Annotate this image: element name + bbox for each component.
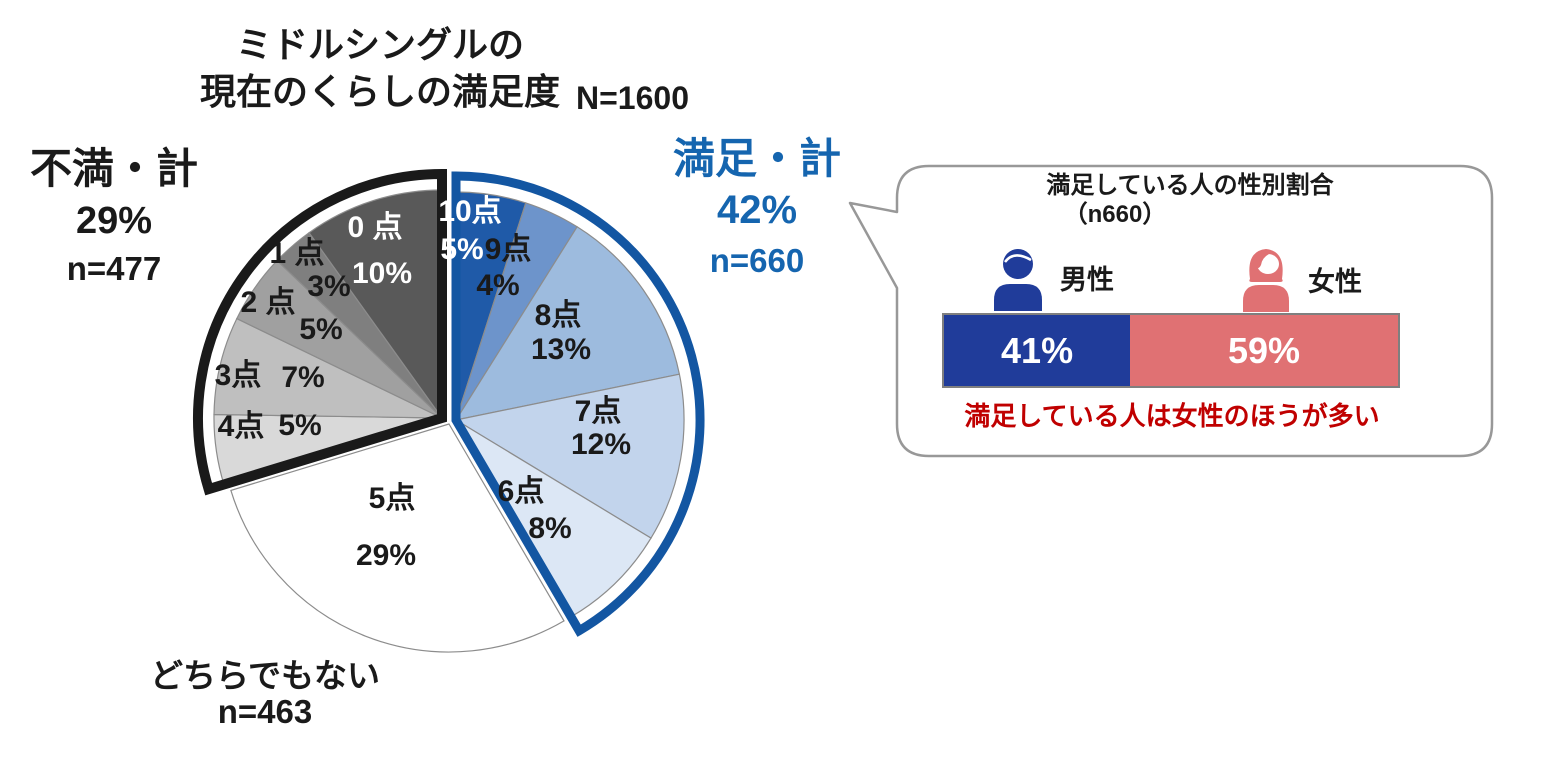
pie-label-7: 7点 — [574, 395, 622, 428]
chart-title: ミドルシングルの 現在のくらしの満足度 — [160, 22, 600, 116]
bar-note: 満足している人は女性のほうが多い — [964, 401, 1380, 431]
pie-pct-0: 10% — [351, 257, 413, 290]
satisfied-label: 満足・計 — [672, 135, 841, 182]
gender-ratio-bar: 41% 59% — [942, 313, 1400, 388]
pie-slice-5 — [230, 423, 565, 653]
pie-pct-10: 5% — [440, 233, 484, 266]
pie-label-0: 0 点 — [347, 211, 403, 244]
female-bar-segment: 59% — [1130, 315, 1398, 386]
group-outline-satisfied — [451, 171, 705, 637]
male-bar-segment: 41% — [944, 315, 1131, 386]
pie-label-10: 10点 — [438, 195, 502, 228]
satisfied-summary: 満足・計 42% n=660 — [667, 135, 847, 280]
dissatisfied-percent: 29% — [75, 200, 153, 243]
dissatisfied-n: n=477 — [66, 250, 162, 288]
female-icon — [1233, 245, 1299, 312]
male-icon — [988, 247, 1048, 311]
male-label: 男性 — [1060, 265, 1114, 295]
pie-pct-3: 7% — [281, 361, 325, 394]
satisfied-n: n=660 — [709, 242, 805, 280]
pie-pct-6: 8% — [528, 512, 572, 545]
pie-pct-4: 5% — [278, 409, 322, 442]
neutral-label: どちらでもない — [149, 657, 380, 694]
pie-label-2: 2 点 — [240, 286, 296, 319]
pie-label-9: 9点 — [484, 233, 532, 266]
dissatisfied-label: 不満・計 — [29, 145, 198, 192]
panel-title: 満足している人の性別割合 — [1046, 172, 1334, 199]
pie-pct-9: 4% — [476, 269, 520, 302]
dissatisfied-summary: 不満・計 29% n=477 — [24, 145, 204, 288]
panel-subtitle: （n660） — [1063, 201, 1167, 228]
female-label: 女性 — [1308, 267, 1362, 297]
pie-label-3: 3点 — [214, 359, 262, 392]
pie-pct-1: 3% — [307, 270, 351, 303]
pie-pct-7: 12% — [570, 428, 632, 461]
group-outline-dissatisfied — [193, 168, 447, 496]
pie-label-5: 5点 — [368, 482, 416, 515]
pie-slice-7 — [454, 373, 685, 539]
pie-label-4: 4点 — [217, 410, 265, 443]
pie-group-outlines — [193, 168, 705, 637]
sample-size-label: N=1600 — [576, 80, 689, 116]
satisfied-percent: 42% — [716, 188, 798, 233]
neutral-summary: どちらでもない n=463 — [140, 657, 390, 731]
pie-pct-2: 5% — [299, 313, 343, 346]
pie-pct-5: 29% — [355, 539, 417, 572]
male-percent: 41% — [1001, 329, 1074, 371]
pie-label-8: 8点 — [534, 299, 582, 332]
neutral-n: n=463 — [217, 693, 313, 731]
female-percent: 59% — [1228, 329, 1301, 371]
pie-label-1: 1 点 — [269, 237, 325, 270]
chart-title-line1: ミドルシングルの — [235, 24, 524, 65]
chart-title-line2: 現在のくらしの満足度 — [199, 70, 560, 112]
pie-label-6: 6点 — [497, 475, 545, 508]
pie-slice-0 — [308, 189, 443, 420]
pie-pct-8: 13% — [530, 333, 592, 366]
pie-slice-8 — [454, 225, 681, 421]
